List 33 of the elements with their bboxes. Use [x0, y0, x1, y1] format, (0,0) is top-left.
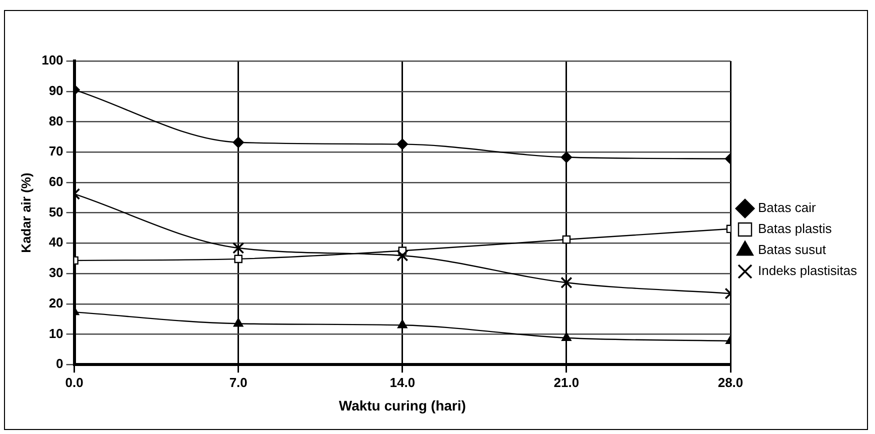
- y-tick-label: 20: [48, 295, 64, 310]
- legend-label: Batas cair: [758, 200, 816, 216]
- y-tick-label: 30: [48, 265, 64, 280]
- point: [234, 254, 242, 264]
- legend-label: Batas plastis: [758, 221, 832, 236]
- y-tick-label: 60: [48, 174, 64, 190]
- point: [560, 152, 572, 163]
- y-tick-label: 70: [48, 144, 64, 159]
- point: [562, 235, 571, 244]
- x-tick-label: 28.0: [718, 374, 744, 390]
- point: [232, 136, 244, 148]
- y-tick-label: 50: [48, 204, 64, 220]
- y-tick-label: 0: [56, 356, 64, 372]
- legend-label: Indeks plastisitas: [758, 263, 858, 278]
- x-tick-label: 7.0: [229, 374, 248, 390]
- legend-label: Batas susut: [758, 242, 826, 258]
- y-tick-label: 100: [42, 52, 64, 68]
- point: [562, 332, 572, 341]
- y-tick-label: 10: [48, 326, 64, 341]
- y-tick-label: 80: [48, 113, 64, 128]
- y-axis-title: Kadar air (%): [18, 172, 34, 253]
- x-tick-label: 0.0: [65, 374, 84, 390]
- point: [396, 138, 408, 150]
- point: [232, 242, 244, 254]
- x-tick-label: 14.0: [390, 374, 416, 390]
- point: [560, 276, 572, 288]
- point: [396, 250, 408, 262]
- y-tick-label: 90: [48, 82, 64, 98]
- point: [233, 318, 244, 327]
- y-tick-label: 40: [48, 234, 64, 250]
- x-tick-label: 21.0: [554, 374, 580, 390]
- point: [397, 320, 408, 328]
- x-axis-title: Waktu curing (hari): [338, 397, 466, 414]
